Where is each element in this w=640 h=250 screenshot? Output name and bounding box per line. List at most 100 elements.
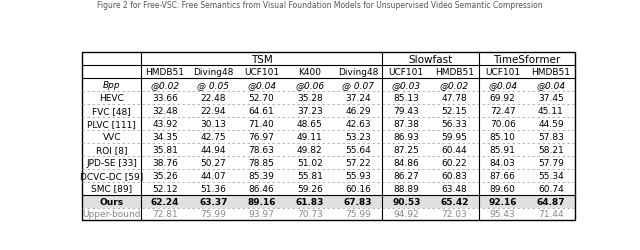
- Text: 85.91: 85.91: [490, 145, 516, 154]
- Text: 76.97: 76.97: [248, 132, 275, 141]
- Text: 37.23: 37.23: [297, 106, 323, 116]
- Text: @0.02: @0.02: [150, 81, 180, 90]
- Text: HMDB51: HMDB51: [146, 68, 184, 77]
- Text: HEVC: HEVC: [99, 94, 124, 103]
- Text: 60.74: 60.74: [538, 184, 564, 193]
- Text: 93.97: 93.97: [248, 210, 275, 218]
- Text: 60.22: 60.22: [442, 158, 467, 167]
- Text: 95.43: 95.43: [490, 210, 516, 218]
- Text: Figure 2 for Free-VSC: Free Semantics from Visual Foundation Models for Unsuperv: Figure 2 for Free-VSC: Free Semantics fr…: [97, 1, 543, 10]
- Text: 62.24: 62.24: [151, 197, 179, 206]
- Text: 35.26: 35.26: [152, 171, 178, 180]
- Text: 37.45: 37.45: [538, 94, 564, 103]
- Text: 42.63: 42.63: [345, 120, 371, 128]
- Text: 92.16: 92.16: [488, 197, 517, 206]
- Text: 64.61: 64.61: [249, 106, 275, 116]
- Text: 72.03: 72.03: [442, 210, 467, 218]
- Text: 57.83: 57.83: [538, 132, 564, 141]
- Bar: [83, 195, 575, 208]
- Text: UCF101: UCF101: [485, 68, 520, 77]
- Text: 32.48: 32.48: [152, 106, 178, 116]
- Text: 79.43: 79.43: [394, 106, 419, 116]
- Text: 55.64: 55.64: [345, 145, 371, 154]
- Text: 44.07: 44.07: [200, 171, 226, 180]
- Text: 22.94: 22.94: [200, 106, 226, 116]
- Text: TimeSformer: TimeSformer: [493, 54, 561, 64]
- Text: 70.73: 70.73: [297, 210, 323, 218]
- Text: PLVC [111]: PLVC [111]: [87, 120, 136, 128]
- Text: 72.81: 72.81: [152, 210, 178, 218]
- Text: Ours: Ours: [100, 197, 124, 206]
- Text: @0.04: @0.04: [247, 81, 276, 90]
- Text: 44.94: 44.94: [200, 145, 226, 154]
- Text: 85.39: 85.39: [248, 171, 275, 180]
- Text: HMDB51: HMDB51: [435, 68, 474, 77]
- Text: 45.11: 45.11: [538, 106, 564, 116]
- Text: Diving48: Diving48: [193, 68, 234, 77]
- Text: TSM: TSM: [251, 54, 273, 64]
- Text: 65.42: 65.42: [440, 197, 468, 206]
- Text: 90.53: 90.53: [392, 197, 420, 206]
- Text: 86.46: 86.46: [249, 184, 275, 193]
- Text: 47.78: 47.78: [442, 94, 467, 103]
- Text: 35.28: 35.28: [297, 94, 323, 103]
- Text: 55.34: 55.34: [538, 171, 564, 180]
- Text: 85.13: 85.13: [394, 94, 419, 103]
- Text: 71.44: 71.44: [538, 210, 564, 218]
- Text: 46.29: 46.29: [345, 106, 371, 116]
- Text: K400: K400: [298, 68, 321, 77]
- Text: FVC [48]: FVC [48]: [92, 106, 131, 116]
- Text: 52.12: 52.12: [152, 184, 178, 193]
- Text: 60.44: 60.44: [442, 145, 467, 154]
- Text: 84.03: 84.03: [490, 158, 516, 167]
- Text: 84.86: 84.86: [394, 158, 419, 167]
- Text: @0.06: @0.06: [295, 81, 324, 90]
- Text: 78.63: 78.63: [248, 145, 275, 154]
- Text: 75.99: 75.99: [345, 210, 371, 218]
- Text: 50.27: 50.27: [200, 158, 226, 167]
- Text: 22.48: 22.48: [200, 94, 226, 103]
- Text: 67.83: 67.83: [344, 197, 372, 206]
- Text: JPD-SE [33]: JPD-SE [33]: [86, 158, 137, 167]
- Text: DCVC-DC [59]: DCVC-DC [59]: [80, 171, 143, 180]
- Text: 64.87: 64.87: [536, 197, 565, 206]
- Text: 43.92: 43.92: [152, 120, 178, 128]
- Bar: [83, 53, 575, 220]
- Text: 60.16: 60.16: [345, 184, 371, 193]
- Text: 89.16: 89.16: [247, 197, 276, 206]
- Text: 38.76: 38.76: [152, 158, 178, 167]
- Text: Slowfast: Slowfast: [408, 54, 452, 64]
- Text: 34.35: 34.35: [152, 132, 178, 141]
- Text: 58.21: 58.21: [538, 145, 564, 154]
- Text: UCF101: UCF101: [244, 68, 279, 77]
- Text: 52.15: 52.15: [442, 106, 467, 116]
- Text: @ 0.07: @ 0.07: [342, 81, 374, 90]
- Text: 49.82: 49.82: [297, 145, 323, 154]
- Text: 60.83: 60.83: [442, 171, 467, 180]
- Text: 87.25: 87.25: [394, 145, 419, 154]
- Text: 35.81: 35.81: [152, 145, 178, 154]
- Text: 71.40: 71.40: [249, 120, 275, 128]
- Text: 48.65: 48.65: [297, 120, 323, 128]
- Text: 57.22: 57.22: [345, 158, 371, 167]
- Text: 55.93: 55.93: [345, 171, 371, 180]
- Text: 87.38: 87.38: [394, 120, 419, 128]
- Text: Upper-bound: Upper-bound: [83, 210, 141, 218]
- Text: VVC: VVC: [102, 132, 121, 141]
- Text: @ 0.05: @ 0.05: [197, 81, 229, 90]
- Text: 78.85: 78.85: [248, 158, 275, 167]
- Text: SMC [89]: SMC [89]: [91, 184, 132, 193]
- Text: Bpp: Bpp: [103, 81, 120, 90]
- Text: 53.23: 53.23: [345, 132, 371, 141]
- Text: @0.03: @0.03: [392, 81, 420, 90]
- Text: @0.04: @0.04: [488, 81, 517, 90]
- Text: @0.04: @0.04: [536, 81, 566, 90]
- Text: 57.79: 57.79: [538, 158, 564, 167]
- Text: 86.93: 86.93: [394, 132, 419, 141]
- Text: 85.10: 85.10: [490, 132, 516, 141]
- Text: UCF101: UCF101: [388, 68, 424, 77]
- Text: 44.59: 44.59: [538, 120, 564, 128]
- Text: 33.66: 33.66: [152, 94, 178, 103]
- Text: ROI [8]: ROI [8]: [96, 145, 127, 154]
- Text: 52.70: 52.70: [249, 94, 275, 103]
